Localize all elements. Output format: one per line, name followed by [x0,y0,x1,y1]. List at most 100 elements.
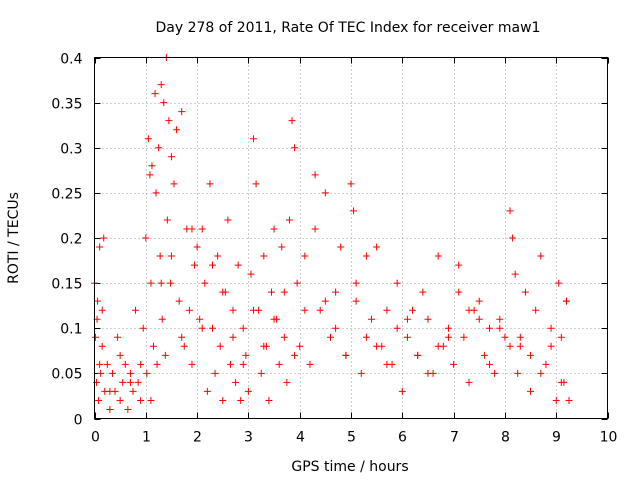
data-point [244,387,252,395]
data-point [283,378,291,386]
data-point [137,396,145,404]
data-point [455,288,463,296]
data-point [203,387,211,395]
data-point [486,360,494,368]
data-points [91,54,573,413]
data-point [167,153,175,161]
data-point [342,351,350,359]
data-point [137,360,145,368]
data-point [156,252,164,260]
data-point [455,261,463,269]
data-point [224,216,232,224]
data-point [214,252,222,260]
data-point [98,342,106,350]
data-point [491,369,499,377]
data-point [157,81,165,89]
data-point [465,378,473,386]
data-point [147,279,155,287]
data-point [475,315,483,323]
data-point [96,360,104,368]
data-point [506,207,514,215]
data-point [557,333,565,341]
chart-title: Day 278 of 2011, Rate Of TEC Index for r… [156,20,541,36]
y-tick-label: 0 [74,413,83,429]
data-point [178,108,186,116]
data-point [257,369,265,377]
data-point [124,405,132,413]
grid [94,57,608,419]
data-point [321,189,329,197]
data-point [116,396,124,404]
data-point [250,306,258,314]
data-point [146,171,154,179]
data-point [126,378,134,386]
y-tick-label: 0.4 [60,52,82,68]
data-point [460,333,468,341]
data-point [163,216,171,224]
data-point [191,261,199,269]
x-tick-label: 8 [501,430,510,446]
x-axis-label: GPS time / hours [291,459,408,475]
data-point [509,234,517,242]
data-point [527,387,535,395]
data-point [94,297,102,305]
data-point [157,279,165,287]
data-point [362,252,370,260]
data-point [103,360,111,368]
data-point [152,189,160,197]
data-point [352,279,360,287]
data-point [547,324,555,332]
data-point [444,324,452,332]
x-tick-label: 7 [450,430,459,446]
data-point [537,369,545,377]
data-point [316,306,324,314]
data-point [193,243,201,251]
data-point [201,279,209,287]
data-point [185,306,193,314]
data-point [167,252,175,260]
y-tick-label: 0.3 [60,142,82,158]
data-point [158,315,166,323]
data-point [175,297,183,305]
data-point [178,333,186,341]
data-point [114,333,122,341]
data-point [196,315,204,323]
data-point [132,306,140,314]
x-tick-label: 6 [398,430,407,446]
data-point [350,207,358,215]
data-point [260,342,268,350]
data-point [267,288,275,296]
data-point [229,333,237,341]
x-tick-label: 1 [142,430,151,446]
data-point [306,360,314,368]
data-point [234,261,242,269]
data-point [373,243,381,251]
data-point [521,288,529,296]
data-point [149,342,157,350]
data-point [337,243,345,251]
data-point [291,144,299,152]
data-point [332,324,340,332]
data-point [450,360,458,368]
data-point [219,288,227,296]
data-point [373,342,381,350]
data-point [232,378,240,386]
data-point [542,360,550,368]
data-point [480,351,488,359]
data-point [537,252,545,260]
y-tick-labels: 0 0.05 0.1 0.15 0.2 0.25 0.3 0.35 0.4 [51,52,82,429]
data-point [98,306,106,314]
data-point [155,144,163,152]
data-point [108,369,116,377]
y-axis-label: ROTI / TECUs [6,192,22,284]
data-point [393,279,401,287]
data-point [129,387,137,395]
data-point [565,396,573,404]
data-point [516,342,524,350]
data-point [383,306,391,314]
data-point [326,333,334,341]
data-point [403,315,411,323]
data-point [414,351,422,359]
x-tick-label: 3 [244,430,253,446]
